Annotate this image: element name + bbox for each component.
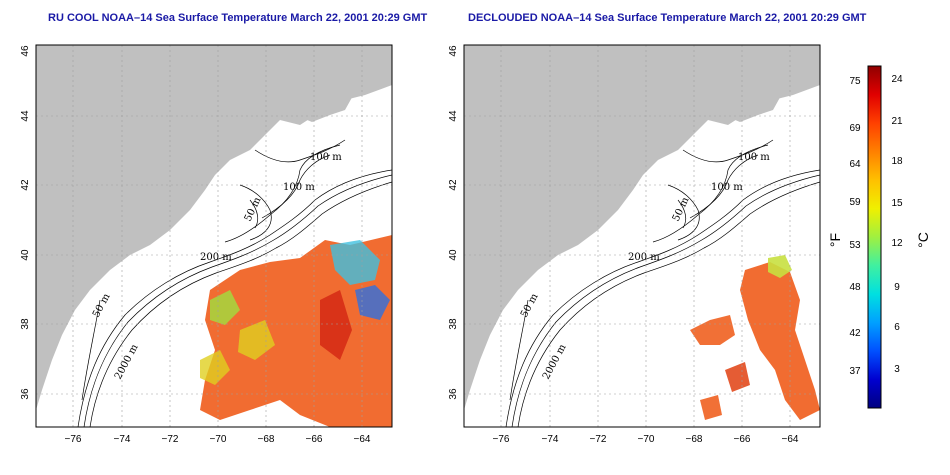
left-contour-label-100m-b: 100 m [283, 182, 315, 193]
right-panel-title: DECLOUDED NOAA–14 Sea Surface Temperatur… [468, 12, 867, 24]
right-sst-patch-mid [690, 315, 735, 345]
cbar-c-18: 18 [891, 156, 903, 167]
left-lat-tick-42: 42 [20, 179, 31, 191]
right-lon-tick-74: −74 [542, 434, 559, 445]
left-sst-patch-cool1 [330, 240, 380, 285]
right-lon-tick-76: −76 [493, 434, 510, 445]
left-lat-tick-44: 44 [20, 110, 31, 122]
left-lon-tick-70: −70 [210, 434, 227, 445]
left-lon-tick-74: −74 [114, 434, 131, 445]
right-grid [464, 45, 820, 427]
right-lon-axis: −76 −74 −72 −70 −68 −66 −64 [493, 434, 799, 445]
right-contour-label-200m: 200 m [628, 252, 660, 263]
right-lat-tick-46: 46 [448, 45, 459, 57]
right-lon-tick-70: −70 [638, 434, 655, 445]
left-grid [36, 45, 392, 427]
colorbar-ramp [867, 65, 882, 409]
colorbar: 75 69 64 59 53 48 42 37 24 21 18 15 12 9… [827, 65, 931, 409]
cbar-f-59: 59 [849, 197, 861, 208]
cbar-c-9: 9 [894, 282, 900, 293]
right-lon-tick-68: −68 [686, 434, 703, 445]
fahrenheit-unit-label: °F [827, 233, 843, 247]
cbar-c-21: 21 [891, 116, 903, 127]
left-lat-tick-40: 40 [20, 249, 31, 261]
right-lat-tick-38: 38 [448, 318, 459, 330]
right-lon-tick-66: −66 [734, 434, 751, 445]
left-lat-tick-36: 36 [20, 388, 31, 400]
left-lat-axis: 46 44 42 40 38 36 [20, 45, 31, 400]
right-map: 100 m 100 m 50 m 200 m 50 m 2000 m 46 44… [448, 44, 821, 445]
right-lat-axis: 46 44 42 40 38 36 [448, 45, 459, 400]
left-map-frame [35, 44, 393, 428]
left-sst-patch-warm [320, 290, 352, 360]
left-sst-patch-main [200, 235, 392, 427]
cbar-c-6: 6 [894, 322, 900, 333]
left-lon-tick-72: −72 [162, 434, 179, 445]
right-contour-label-100m-b: 100 m [711, 182, 743, 193]
right-map-frame [463, 44, 821, 428]
cbar-c-3: 3 [894, 364, 900, 375]
cbar-f-64: 64 [849, 159, 861, 170]
left-map: 100 m 100 m 50 m 200 m 50 m 2000 m 46 44… [20, 44, 393, 445]
left-sst-patch-cool2 [210, 290, 240, 325]
right-sst-patch-main [740, 262, 820, 420]
left-contour-label-100m-a: 100 m [310, 152, 342, 163]
celsius-unit-label: °C [915, 232, 931, 248]
left-lon-tick-68: −68 [258, 434, 275, 445]
left-lon-axis: −76 −74 −72 −70 −68 −66 −64 [65, 434, 371, 445]
cbar-f-53: 53 [849, 240, 861, 251]
cbar-f-42: 42 [849, 328, 861, 339]
cbar-c-24: 24 [891, 74, 903, 85]
left-contour-label-200m: 200 m [200, 252, 232, 263]
right-lon-tick-64: −64 [782, 434, 799, 445]
right-lat-tick-40: 40 [448, 249, 459, 261]
left-land [36, 45, 392, 410]
right-land [464, 45, 820, 410]
right-sst-patch-small [700, 395, 722, 420]
left-lon-tick-66: −66 [306, 434, 323, 445]
cbar-c-15: 15 [891, 198, 903, 209]
right-nova-scotia [708, 68, 820, 125]
left-lat-tick-38: 38 [20, 318, 31, 330]
colorbar-fahrenheit-ticks: 75 69 64 59 53 48 42 37 [849, 76, 861, 377]
left-lat-tick-46: 46 [20, 45, 31, 57]
cbar-c-12: 12 [891, 238, 903, 249]
right-sst-patch-small2 [725, 362, 750, 392]
right-sst-pixels [690, 255, 820, 420]
right-sst-patch-yellow [768, 255, 792, 278]
left-bathymetry-contours [77, 139, 392, 427]
left-sst-patch-cool3 [200, 350, 230, 385]
right-contour-label-100m-a: 100 m [738, 152, 770, 163]
left-lon-tick-76: −76 [65, 434, 82, 445]
right-bathymetry-contours [505, 139, 820, 427]
right-lat-tick-42: 42 [448, 179, 459, 191]
left-panel-title: RU COOL NOAA–14 Sea Surface Temperature … [48, 12, 428, 24]
left-sst-patch-blue [355, 285, 390, 320]
cbar-f-69: 69 [849, 123, 861, 134]
left-lon-tick-64: −64 [354, 434, 371, 445]
left-nova-scotia [280, 68, 392, 125]
cbar-f-75: 75 [849, 76, 861, 87]
right-lat-tick-44: 44 [448, 110, 459, 122]
right-lon-tick-72: −72 [590, 434, 607, 445]
cbar-f-37: 37 [849, 366, 861, 377]
cbar-f-48: 48 [849, 282, 861, 293]
colorbar-celsius-ticks: 24 21 18 15 12 9 6 3 [891, 74, 903, 375]
right-lat-tick-36: 36 [448, 388, 459, 400]
